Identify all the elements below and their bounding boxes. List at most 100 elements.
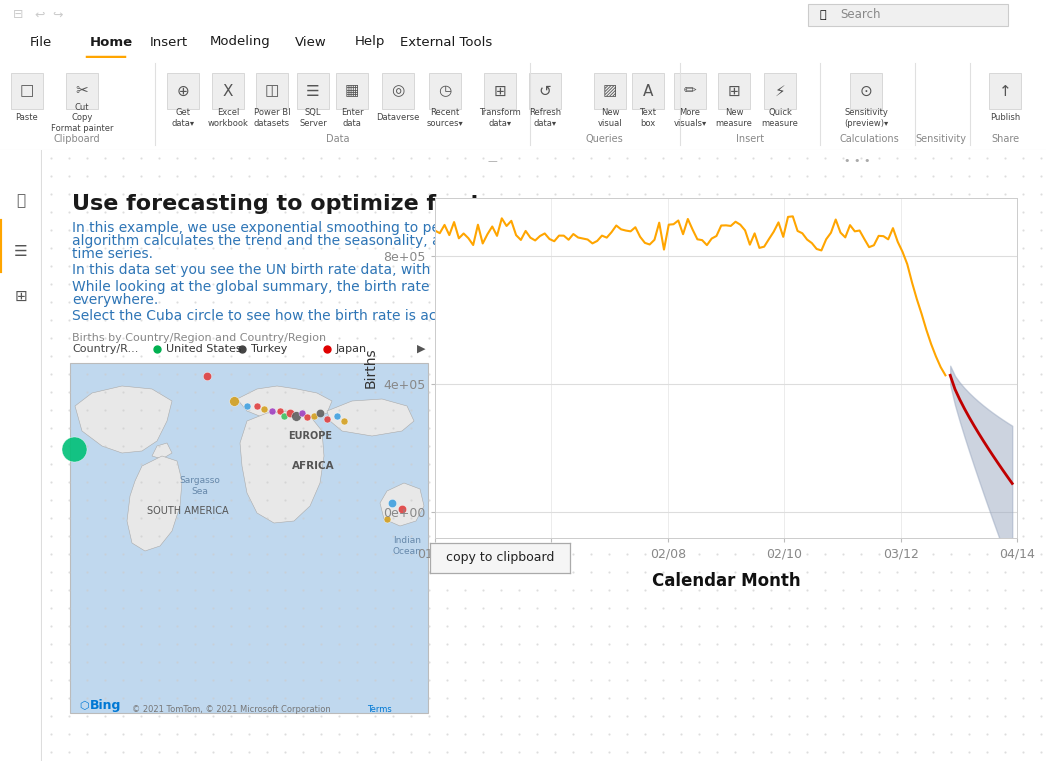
Text: ⊞: ⊞ [494, 84, 506, 98]
Text: algorithm calculates the trend and the seasonality, and uses them to forecast th: algorithm calculates the trend and the s… [72, 234, 772, 248]
Text: Calculations: Calculations [839, 134, 899, 144]
Text: Home: Home [90, 36, 133, 49]
FancyBboxPatch shape [382, 73, 414, 109]
FancyBboxPatch shape [297, 73, 329, 109]
Text: copy to clipboard: copy to clipboard [446, 552, 554, 565]
Text: Share: Share [991, 134, 1019, 144]
FancyBboxPatch shape [594, 73, 626, 109]
Text: ↺: ↺ [539, 84, 551, 98]
Text: File: File [30, 36, 52, 49]
Text: Queries: Queries [585, 134, 622, 144]
Text: Text
box: Text box [639, 108, 657, 128]
Text: —: — [487, 156, 497, 166]
Text: Sensitivity: Sensitivity [915, 134, 967, 144]
Text: Clipboard: Clipboard [53, 134, 100, 144]
Text: 📊: 📊 [17, 193, 25, 209]
Polygon shape [75, 386, 172, 453]
FancyBboxPatch shape [850, 73, 882, 109]
Text: Quick
measure: Quick measure [761, 108, 798, 128]
Text: ✂: ✂ [75, 84, 88, 98]
FancyBboxPatch shape [718, 73, 750, 109]
FancyBboxPatch shape [256, 73, 288, 109]
Text: In this example, we use exponential smoothing to perform forecasting on a date s: In this example, we use exponential smoo… [72, 221, 793, 235]
Text: Recent
sources▾: Recent sources▾ [427, 108, 463, 128]
Polygon shape [380, 483, 424, 526]
Text: Indian
Ocean: Indian Ocean [392, 537, 422, 556]
Polygon shape [327, 399, 414, 436]
Text: View: View [295, 36, 326, 49]
Text: New
visual: New visual [597, 108, 622, 128]
Polygon shape [152, 443, 172, 459]
Text: Modeling: Modeling [210, 36, 271, 49]
Text: In this data set you see the UN birth rate data, with forecasts starting from 20: In this data set you see the UN birth ra… [72, 263, 637, 277]
Text: Enter
data: Enter data [341, 108, 363, 128]
FancyBboxPatch shape [674, 73, 706, 109]
Text: ▨: ▨ [602, 84, 617, 98]
FancyBboxPatch shape [764, 73, 796, 109]
Text: ⊞: ⊞ [15, 288, 27, 304]
X-axis label: Calendar Month: Calendar Month [652, 572, 800, 590]
Text: Refresh
data▾: Refresh data▾ [529, 108, 561, 128]
Text: ☰: ☰ [15, 244, 28, 259]
Text: ↪: ↪ [52, 8, 63, 21]
Text: Transform
data▾: Transform data▾ [479, 108, 521, 128]
Text: Paste: Paste [16, 113, 39, 123]
Text: EUROPE: EUROPE [288, 431, 332, 441]
Text: 🔍: 🔍 [820, 10, 826, 20]
Text: © 2021 TomTom, © 2021 Microsoft Corporation: © 2021 TomTom, © 2021 Microsoft Corporat… [132, 705, 331, 714]
FancyBboxPatch shape [212, 73, 244, 109]
Text: Sensitivity
(preview)▾: Sensitivity (preview)▾ [844, 108, 888, 128]
FancyBboxPatch shape [529, 73, 561, 109]
Text: everywhere.: everywhere. [72, 293, 158, 307]
Text: AFRICA: AFRICA [292, 461, 335, 471]
Text: Japan: Japan [336, 344, 367, 354]
Text: Insert: Insert [736, 134, 764, 144]
Text: Search: Search [840, 8, 881, 21]
Text: ▶: ▶ [417, 344, 426, 354]
Text: X: X [223, 84, 233, 98]
Text: Bing: Bing [90, 699, 121, 712]
FancyBboxPatch shape [12, 73, 43, 109]
FancyBboxPatch shape [808, 4, 1008, 26]
Text: ☰: ☰ [306, 84, 320, 98]
FancyBboxPatch shape [990, 73, 1021, 109]
Text: Births by Country/Region and Country/Region: Births by Country/Region and Country/Reg… [72, 333, 326, 343]
Text: Sargasso
Sea: Sargasso Sea [180, 476, 221, 495]
Text: PowerBI-visuals-forcasting-exp.1.0.4.0 - Power BI Desktop: PowerBI-visuals-forcasting-exp.1.0.4.0 -… [353, 8, 693, 21]
FancyBboxPatch shape [429, 73, 461, 109]
Text: ↑: ↑ [999, 84, 1011, 98]
Text: United States: United States [166, 344, 242, 354]
Text: ⊙: ⊙ [860, 84, 872, 98]
Text: Use forecasting to optimize for tomorrow: Use forecasting to optimize for tomorrow [72, 194, 593, 214]
Text: ⬡: ⬡ [79, 701, 89, 711]
Text: New
measure: New measure [715, 108, 752, 128]
Text: ⊞: ⊞ [728, 84, 741, 98]
Text: SQL
Server: SQL Server [299, 108, 326, 128]
FancyBboxPatch shape [66, 73, 98, 109]
Text: A: A [643, 84, 653, 98]
Text: ▦: ▦ [345, 84, 359, 98]
Text: ⊕: ⊕ [177, 84, 189, 98]
Text: While looking at the global summary, the birth rate is clearly declining, but th: While looking at the global summary, the… [72, 280, 729, 294]
Text: ◎: ◎ [391, 84, 405, 98]
Bar [70, 363, 428, 713]
FancyBboxPatch shape [336, 73, 368, 109]
FancyBboxPatch shape [167, 73, 199, 109]
Polygon shape [127, 456, 182, 551]
Text: Publish: Publish [990, 113, 1020, 123]
Text: Help: Help [355, 36, 385, 49]
Text: SOUTH AMERICA: SOUTH AMERICA [147, 506, 229, 516]
Text: ⊟: ⊟ [13, 8, 23, 21]
Y-axis label: Births: Births [363, 348, 378, 388]
Text: Dataverse: Dataverse [377, 113, 419, 123]
Text: ◫: ◫ [265, 84, 279, 98]
Text: ↩: ↩ [35, 8, 45, 21]
Text: time series.: time series. [72, 247, 153, 261]
FancyBboxPatch shape [484, 73, 516, 109]
Polygon shape [240, 411, 324, 523]
Text: Select the Cuba circle to see how the birth rate is actually on the rise there.: Select the Cuba circle to see how the bi… [72, 309, 599, 323]
Polygon shape [237, 386, 332, 421]
Text: ✏: ✏ [684, 84, 697, 98]
Text: ◷: ◷ [438, 84, 452, 98]
Text: Country/R...: Country/R... [72, 344, 138, 354]
